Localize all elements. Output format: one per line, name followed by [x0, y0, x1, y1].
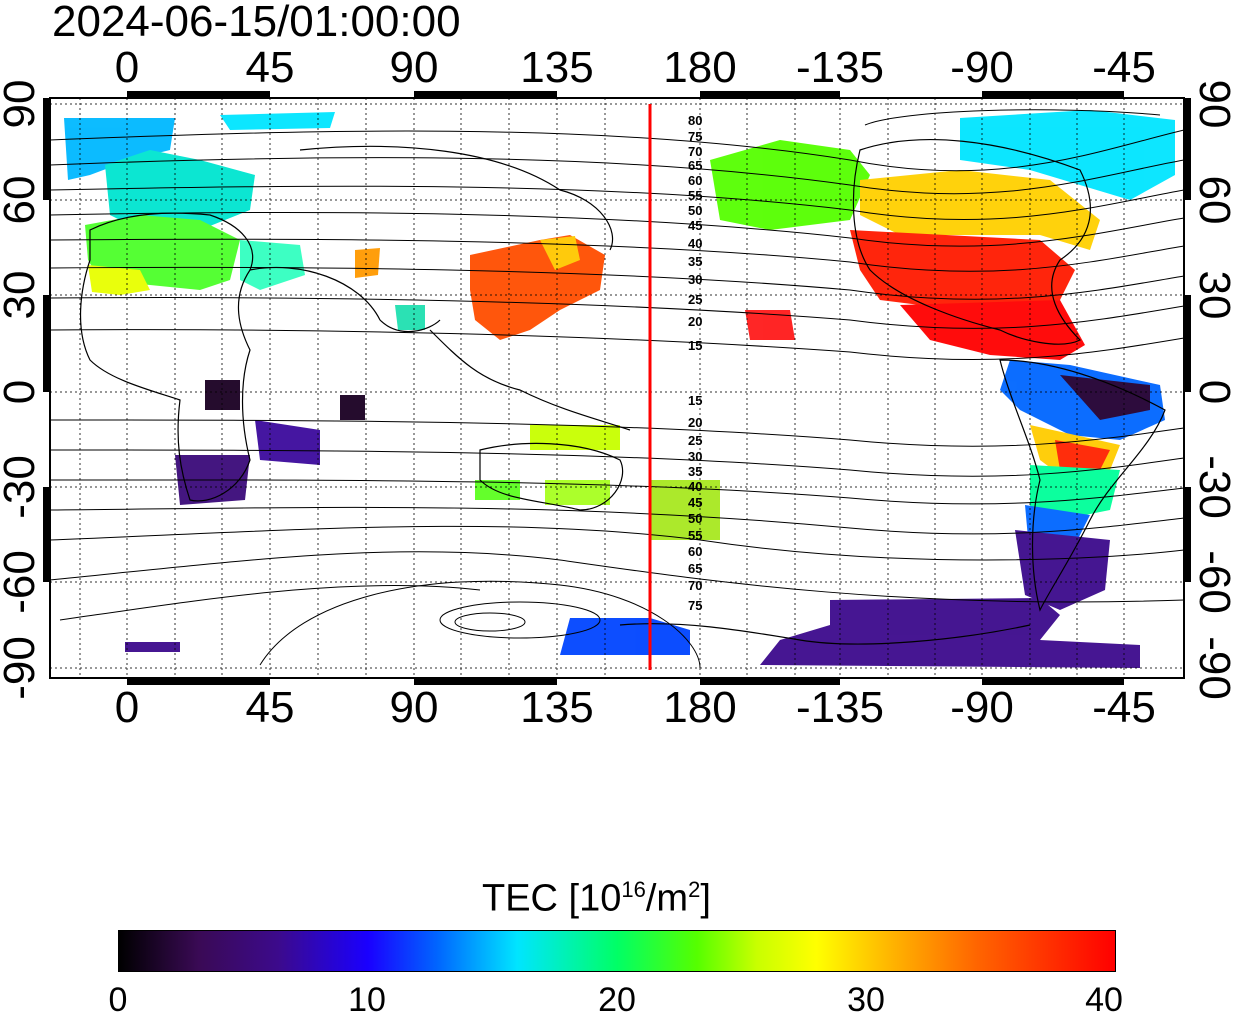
- lat-right-labels: 90 60 30 0 -30 -60 -90: [1190, 80, 1235, 700]
- contour-label: 20: [688, 314, 702, 329]
- contour-label: 40: [688, 479, 702, 494]
- lon-top-label: -45: [1092, 43, 1156, 92]
- contour-label: 80: [688, 113, 702, 128]
- lat-right-label: -90: [1190, 636, 1235, 700]
- contour-label: 45: [688, 218, 702, 233]
- lon-bottom-label: 90: [389, 683, 439, 732]
- lat-left-labels: 90 60 30 0 -30 -60 -90: [0, 80, 44, 700]
- contour-label: 15: [688, 338, 702, 353]
- tec-data: [64, 110, 1175, 668]
- magnetic-contours: [49, 109, 1185, 669]
- lon-top-label: 180: [663, 43, 737, 92]
- contour-labels-south: 15 20 25 30 35 40 45 50 55 60 65 70 75: [688, 393, 702, 613]
- contour-label: 30: [688, 272, 702, 287]
- lon-top-label: 135: [520, 43, 594, 92]
- contour-label: 25: [688, 433, 702, 448]
- lon-bottom-label: 0: [114, 683, 140, 732]
- contour-label: 65: [688, 158, 702, 173]
- contour-label: 60: [688, 544, 702, 559]
- colorbar-tick: 20: [598, 981, 636, 1019]
- contour-label: 30: [688, 449, 702, 464]
- coastlines: [79, 139, 1166, 645]
- colorbar-title: TEC [1016/m2]: [482, 866, 711, 923]
- colorbar-title-exp2: 2: [688, 877, 701, 902]
- graticule: [50, 98, 1184, 678]
- contour-label: 70: [688, 578, 702, 593]
- lon-top-label: -90: [950, 43, 1014, 92]
- lat-right-label: 90: [1190, 80, 1235, 129]
- contour-label: 75: [688, 129, 702, 144]
- contour-label: 55: [688, 188, 702, 203]
- lon-bottom-label: -45: [1092, 683, 1156, 732]
- lon-bottom-label: -90: [950, 683, 1014, 732]
- colorbar-tick: 0: [108, 981, 128, 1019]
- lon-top-label: 90: [389, 43, 439, 92]
- colorbar-title-mid: /m: [645, 877, 689, 920]
- lat-right-label: 30: [1190, 271, 1235, 320]
- axis-ticks: [43, 91, 1191, 685]
- contour-label: 65: [688, 561, 702, 576]
- timestamp-label: 2024-06-15/01:00:00: [52, 0, 461, 46]
- lat-left-label: -30: [0, 455, 44, 519]
- contour-label: 70: [688, 144, 702, 159]
- lat-left-label: 0: [0, 380, 44, 404]
- lat-left-label: 90: [0, 80, 44, 129]
- lat-right-label: 60: [1190, 176, 1235, 225]
- contour-label: 75: [688, 598, 702, 613]
- lat-right-label: -30: [1190, 455, 1235, 519]
- colorbar-tick: 10: [348, 981, 386, 1019]
- lon-top-label: 45: [245, 43, 295, 92]
- lat-right-label: 0: [1190, 380, 1235, 404]
- colorbar-title-exp1: 16: [621, 877, 646, 902]
- lat-left-label: 60: [0, 176, 44, 225]
- colorbar-title-prefix: TEC [10: [482, 877, 622, 920]
- contour-label: 35: [688, 254, 702, 269]
- contour-label: 45: [688, 495, 702, 510]
- lon-bottom-label: 180: [663, 683, 737, 732]
- lon-bottom-label: -135: [795, 683, 885, 732]
- contour-label: 25: [688, 292, 702, 307]
- contour-label: 50: [688, 203, 702, 218]
- contour-labels-north: 80 75 70 65 60 55 50 45 40 35 30 25 20 1…: [688, 113, 702, 353]
- contour-label: 50: [688, 511, 702, 526]
- colorbar-title-suffix: ]: [700, 877, 711, 920]
- lat-left-label: 30: [0, 271, 44, 320]
- lon-bottom-label: 135: [520, 683, 594, 732]
- lon-top-label: 0: [114, 43, 140, 92]
- contour-label: 20: [688, 415, 702, 430]
- colorbar-tick: 40: [1085, 981, 1123, 1019]
- contour-label: 35: [688, 464, 702, 479]
- contour-label: 15: [688, 393, 702, 408]
- lon-top-label: -135: [795, 43, 885, 92]
- colorbar: [118, 930, 1116, 972]
- contour-label: 40: [688, 236, 702, 251]
- lat-left-label: -90: [0, 636, 44, 700]
- contour-label: 60: [688, 173, 702, 188]
- colorbar-tick: 30: [847, 981, 885, 1019]
- contour-label: 55: [688, 528, 702, 543]
- lon-bottom-label: 45: [245, 683, 295, 732]
- lat-left-label: -60: [0, 550, 44, 614]
- lat-right-label: -60: [1190, 550, 1235, 614]
